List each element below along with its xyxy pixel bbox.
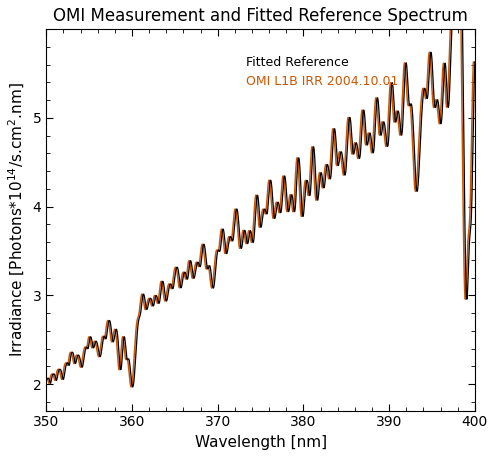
OMI L1B IRR 2004.10.01 [130,384,136,390]
Y-axis label: Irradiance [Photons*10$^{14}$/s.cm$^2$.nm]: Irradiance [Photons*10$^{14}$/s.cm$^2$.n… [7,83,27,357]
Fitted Reference [43,376,49,381]
OMI L1B IRR 2004.10.01 [43,377,49,383]
Fitted Reference [396,124,402,130]
X-axis label: Wavelength [nm]: Wavelength [nm] [195,435,327,450]
Line: Fitted Reference: Fitted Reference [46,11,475,387]
OMI L1B IRR 2004.10.01 [363,134,369,140]
Line: OMI L1B IRR 2004.10.01: OMI L1B IRR 2004.10.01 [46,11,475,387]
OMI L1B IRR 2004.10.01 [450,9,456,14]
OMI L1B IRR 2004.10.01 [396,110,402,116]
Fitted Reference [363,141,369,147]
OMI L1B IRR 2004.10.01 [322,178,328,184]
Fitted Reference [472,59,478,65]
Fitted Reference [207,276,213,281]
OMI L1B IRR 2004.10.01 [207,264,213,269]
Fitted Reference [121,344,127,349]
Fitted Reference [128,384,134,390]
Legend: Fitted Reference, OMI L1B IRR 2004.10.01: Fitted Reference, OMI L1B IRR 2004.10.01 [241,51,403,93]
Title: OMI Measurement and Fitted Reference Spectrum: OMI Measurement and Fitted Reference Spe… [53,7,468,25]
OMI L1B IRR 2004.10.01 [300,212,306,218]
Fitted Reference [322,164,328,170]
Fitted Reference [300,194,306,199]
Fitted Reference [448,9,454,14]
OMI L1B IRR 2004.10.01 [472,59,478,65]
OMI L1B IRR 2004.10.01 [121,334,127,340]
